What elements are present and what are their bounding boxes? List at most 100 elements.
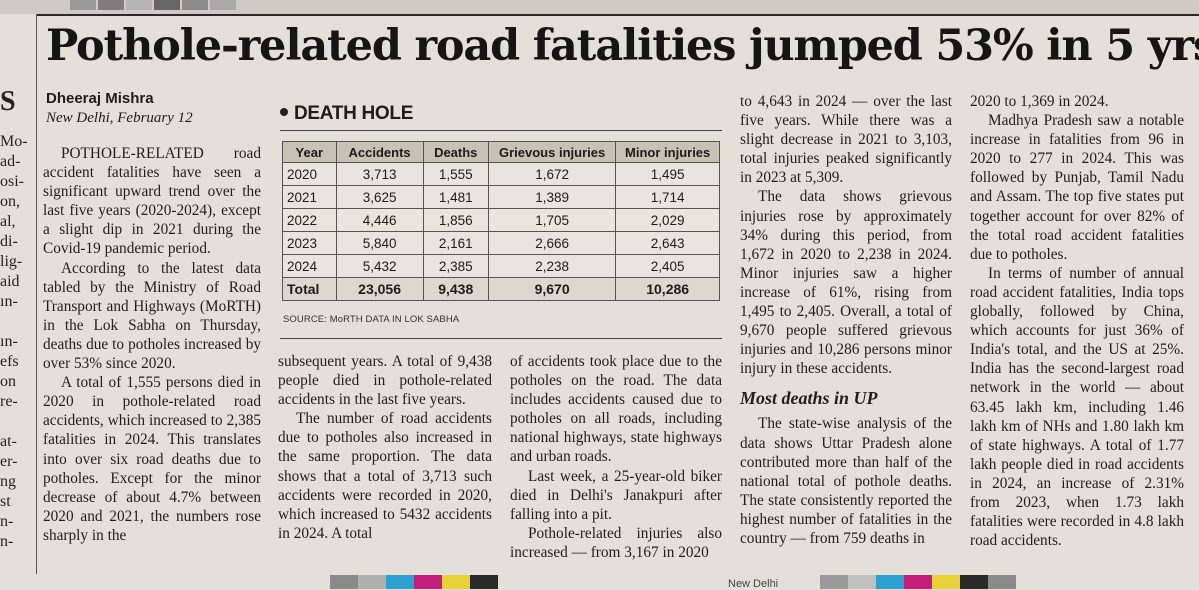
color-swatch <box>414 575 442 589</box>
cell-deaths: 1,481 <box>422 185 489 209</box>
fragment-line: n- <box>0 533 14 550</box>
fragment-line: ın- <box>0 293 18 310</box>
table-row: 2024 5,432 2,385 2,238 2,405 <box>282 254 720 278</box>
headline: Pothole-related road fatalities jumped 5… <box>46 21 1199 71</box>
byline: Dheeraj Mishra New Delhi, February 12 <box>46 89 193 127</box>
cell-minor: 2,029 <box>615 208 720 232</box>
adjacent-article-fragment: S Mo- ad- osi- on, al, di- lig- aid ın- … <box>0 88 34 552</box>
header-minor: Minor injuries <box>615 141 720 163</box>
paragraph: subsequent years. A total of 9,438 peopl… <box>278 353 492 409</box>
cell-year: 2022 <box>282 208 337 232</box>
fragment-line: at- <box>0 433 17 450</box>
paragraph: The state-wise analysis of the data show… <box>740 415 952 547</box>
fragment-line <box>0 412 34 432</box>
top-rule <box>36 14 1199 16</box>
bottom-print-strip: New Delhi <box>0 571 1199 590</box>
cell-minor: 1,714 <box>615 185 720 209</box>
color-swatch <box>182 0 208 10</box>
table-total-row: Total 23,056 9,438 9,670 10,286 <box>282 277 720 301</box>
fragment-line: st <box>0 493 11 510</box>
color-swatch <box>70 0 96 10</box>
cell-accidents: 5,840 <box>335 231 424 255</box>
article-column-2: subsequent years. A total of 9,438 peopl… <box>278 352 492 543</box>
cell-total-grievous: 9,670 <box>487 277 617 301</box>
color-swatch <box>442 575 470 589</box>
cell-minor: 1,495 <box>615 162 720 186</box>
cell-total-label: Total <box>282 277 337 301</box>
color-swatch <box>386 575 414 589</box>
fragment-line: al, <box>0 213 16 230</box>
top-print-strip <box>0 0 1199 14</box>
cell-deaths: 2,161 <box>422 231 489 255</box>
table-box-title: DEATH HOLE <box>280 103 413 125</box>
paragraph: The data shows grievous injuries rose by… <box>740 188 952 378</box>
cell-grievous: 2,238 <box>487 254 617 278</box>
cell-deaths: 1,555 <box>422 162 489 186</box>
paragraph: A total of 1,555 persons died in 2020 in… <box>43 374 261 544</box>
fragment-line: lig- <box>0 253 23 270</box>
fragment-line: di- <box>0 233 18 250</box>
paragraph: In terms of number of annual road accide… <box>970 264 1184 550</box>
fragment-big-letter: S <box>0 88 16 116</box>
cell-grievous: 1,389 <box>487 185 617 209</box>
color-swatch <box>330 575 358 589</box>
paragraph: of accidents took place due to the potho… <box>510 353 722 466</box>
table-row: 2023 5,840 2,161 2,666 2,643 <box>282 231 720 255</box>
cell-deaths: 1,856 <box>422 208 489 232</box>
cell-grievous: 1,672 <box>487 162 617 186</box>
fragment-line: on <box>0 373 16 390</box>
header-deaths: Deaths <box>422 141 489 163</box>
color-swatch <box>98 0 124 10</box>
cell-accidents: 4,446 <box>335 208 424 232</box>
color-swatch <box>848 575 876 589</box>
footer-dateline: New Delhi <box>728 578 779 590</box>
article-column-3: of accidents took place due to the potho… <box>510 352 722 562</box>
header-accidents: Accidents <box>335 141 424 163</box>
table-row: 2021 3,625 1,481 1,389 1,714 <box>282 185 720 209</box>
fragment-line: Mo- <box>0 133 28 150</box>
fragment-line: ng <box>0 473 16 490</box>
box-top-rule <box>280 130 722 131</box>
fragment-line: ın- <box>0 333 18 350</box>
box-bottom-rule <box>280 338 722 339</box>
paragraph: Madhya Pradesh saw a notable increase in… <box>970 112 1184 263</box>
fragment-line: er- <box>0 453 18 470</box>
cell-minor: 2,643 <box>615 231 720 255</box>
paragraph: 2020 to 1,369 in 2024. <box>970 93 1109 110</box>
pothole-stats-table: Year Accidents Deaths Grievous injuries … <box>282 141 720 301</box>
paragraph: to 4,643 in 2024 — over the last five ye… <box>740 93 952 187</box>
fragment-line: n- <box>0 513 14 530</box>
cell-deaths: 2,385 <box>422 254 489 278</box>
color-swatch <box>988 575 1016 589</box>
table-source: SOURCE: MoRTH DATA IN LOK SABHA <box>283 314 460 325</box>
color-swatch <box>932 575 960 589</box>
cell-total-accidents: 23,056 <box>335 277 424 301</box>
cell-accidents: 3,713 <box>335 162 424 186</box>
bullet-icon <box>280 108 288 116</box>
fragment-line: aid <box>0 273 20 290</box>
cell-year: 2023 <box>282 231 337 255</box>
cell-grievous: 1,705 <box>487 208 617 232</box>
paragraph: Last week, a 25-year-old biker died in D… <box>510 467 722 523</box>
fragment-line: on, <box>0 193 20 210</box>
fragment-line: osi- <box>0 173 24 190</box>
header-grievous: Grievous injuries <box>487 141 617 163</box>
article-column-5: 2020 to 1,369 in 2024. Madhya Pradesh sa… <box>970 92 1184 550</box>
paragraph: According to the latest data tabled by t… <box>43 259 261 373</box>
table-row: 2022 4,446 1,856 1,705 2,029 <box>282 208 720 232</box>
cell-year: 2020 <box>282 162 337 186</box>
cell-grievous: 2,666 <box>487 231 617 255</box>
table-header-row: Year Accidents Deaths Grievous injuries … <box>282 141 720 163</box>
cell-year: 2021 <box>282 185 337 209</box>
color-swatch <box>820 575 848 589</box>
cell-total-minor: 10,286 <box>615 277 720 301</box>
color-swatch <box>210 0 236 10</box>
color-swatch <box>470 575 498 589</box>
cell-minor: 2,405 <box>615 254 720 278</box>
author-name: Dheeraj Mishra <box>46 90 154 107</box>
cell-total-deaths: 9,438 <box>422 277 489 301</box>
fragment-line: re- <box>0 393 18 410</box>
subheading: Most deaths in UP <box>740 388 878 409</box>
fragment-line <box>0 312 34 332</box>
fragment-line: efs <box>0 353 19 370</box>
